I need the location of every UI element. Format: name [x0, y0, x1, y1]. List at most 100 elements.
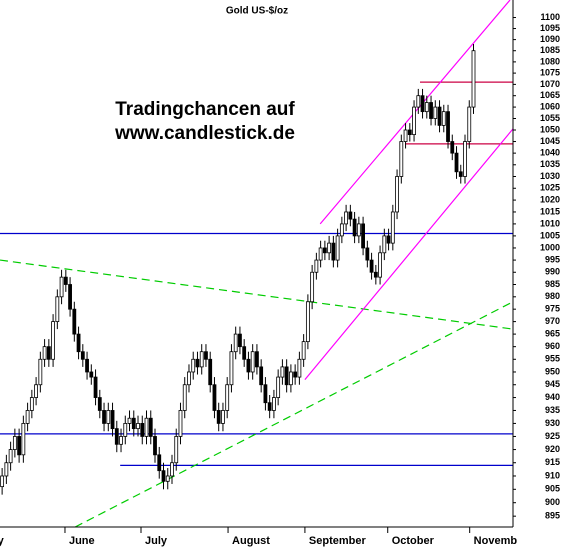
candle-body — [8, 449, 13, 464]
y-tick-label: 1030 — [540, 171, 560, 181]
candle-body — [229, 351, 234, 386]
candle-body — [85, 358, 89, 373]
candle-body — [403, 129, 408, 142]
candle-body — [446, 111, 450, 142]
candle-body — [221, 410, 225, 424]
candle-body — [441, 111, 446, 126]
candle-body — [63, 276, 68, 285]
candle-body — [153, 436, 157, 456]
candle-body — [378, 252, 382, 278]
candle-body — [140, 423, 145, 437]
y-tick-label: 930 — [545, 418, 560, 428]
candle-body — [29, 397, 34, 411]
x-tick-label: y — [0, 535, 5, 547]
candle-body — [72, 308, 77, 335]
candle-body — [429, 102, 433, 119]
candle-body — [373, 271, 378, 278]
chart-title: Gold US-$/oz — [226, 6, 288, 17]
y-tick-label: 975 — [545, 304, 560, 314]
y-tick-label: 1040 — [540, 148, 560, 158]
y-tick-label: 940 — [545, 392, 560, 402]
y-tick-label: 1025 — [540, 183, 560, 193]
candle-body — [42, 346, 47, 360]
candle-body — [390, 211, 395, 244]
candle-body — [165, 475, 170, 482]
candle-body — [59, 276, 64, 298]
candle-body — [123, 423, 128, 437]
candle-body — [106, 410, 111, 424]
candle-body — [136, 423, 140, 430]
candle-body — [144, 417, 149, 437]
candle-body — [399, 141, 404, 177]
candle-body — [178, 410, 183, 437]
candle-body — [233, 333, 238, 353]
y-tick-label: 1045 — [540, 136, 560, 146]
candle-body — [454, 152, 459, 173]
candle-body — [280, 366, 285, 378]
x-tick-label: June — [69, 535, 95, 547]
y-tick-label: 915 — [545, 457, 560, 467]
y-tick-label: 1050 — [540, 124, 560, 134]
y-tick-label: 1095 — [540, 23, 560, 33]
candle-body — [255, 351, 259, 368]
candle-body — [288, 371, 293, 386]
candle-body — [335, 235, 340, 261]
candle-body — [331, 242, 336, 261]
candle-body — [272, 397, 276, 411]
candle-body — [348, 211, 353, 220]
y-tick-label: 965 — [545, 328, 560, 338]
candle-body — [267, 402, 272, 411]
y-tick-label: 1100 — [540, 12, 560, 22]
candle-body — [89, 371, 94, 378]
candle-body — [119, 436, 123, 445]
y-tick-label: 925 — [545, 431, 560, 441]
candle-body — [38, 358, 43, 386]
candle-body — [12, 436, 17, 450]
y-tick-label: 985 — [545, 279, 560, 289]
candle-body — [238, 333, 242, 348]
candle-body — [310, 271, 315, 303]
y-tick-label: 1085 — [540, 45, 560, 55]
candle-body — [305, 301, 310, 343]
candle-body — [361, 223, 365, 249]
candle-body — [187, 371, 191, 386]
candle-body — [97, 397, 102, 411]
y-tick-label: 1035 — [540, 159, 560, 169]
candle-body — [297, 358, 302, 378]
candle-body — [80, 351, 85, 360]
y-tick-label: 960 — [545, 341, 560, 351]
x-tick-label: September — [309, 535, 367, 547]
candle-body — [433, 106, 438, 119]
candle-body — [259, 366, 264, 386]
y-tick-label: 920 — [545, 444, 560, 454]
candle-body — [437, 106, 442, 126]
trend-line — [0, 259, 513, 330]
candle-body — [199, 351, 204, 368]
y-tick-label: 1055 — [540, 113, 560, 123]
candle-body — [301, 341, 306, 360]
candle-body — [424, 102, 429, 113]
candle-body — [34, 384, 38, 398]
candle-body — [17, 436, 22, 456]
candle-body — [352, 218, 357, 237]
candle-body — [174, 436, 179, 464]
y-tick-label: 1060 — [540, 101, 560, 111]
candle-body — [250, 351, 255, 373]
y-tick-label: 1020 — [540, 194, 560, 204]
y-tick-label: 970 — [545, 316, 560, 326]
candle-body — [458, 171, 463, 177]
candle-body — [131, 417, 136, 430]
candle-body — [93, 376, 98, 398]
y-tick-label: 1075 — [540, 67, 560, 77]
y-tick-label: 1010 — [540, 218, 560, 228]
annotation: www.candlestick.de — [114, 123, 295, 144]
candle-body — [170, 462, 174, 477]
y-tick-label: 945 — [545, 379, 560, 389]
candle-body — [76, 333, 81, 353]
y-tick-label: 900 — [545, 497, 560, 507]
trend-line — [74, 301, 513, 527]
candle-body — [55, 296, 60, 323]
candle-body — [420, 95, 425, 113]
candle-body — [246, 358, 251, 373]
